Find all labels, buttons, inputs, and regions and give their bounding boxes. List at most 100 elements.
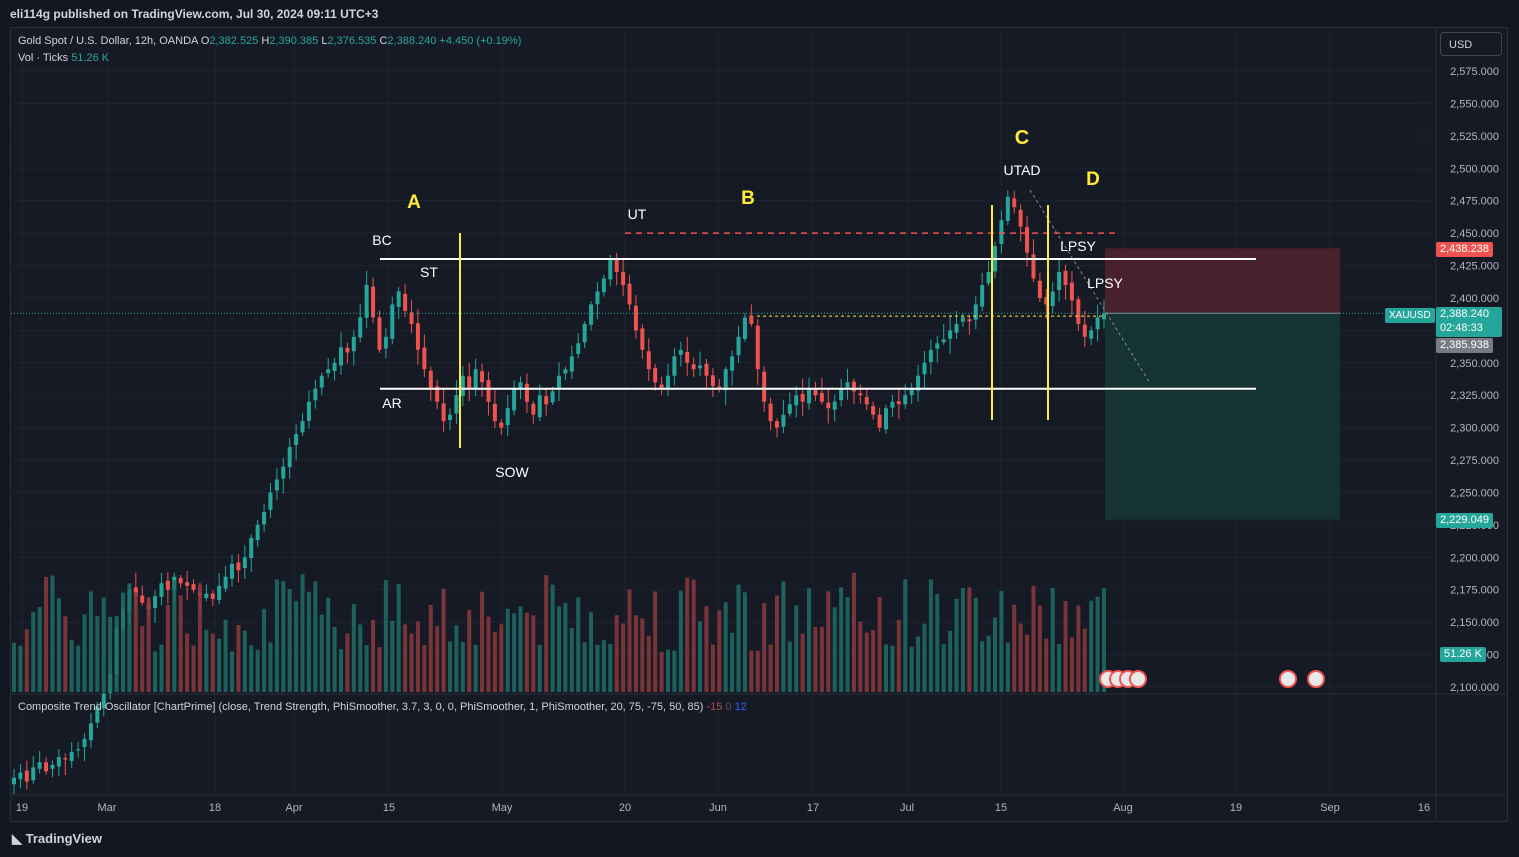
volume-bar <box>1025 634 1030 692</box>
x-tick-label: Jun <box>709 802 727 814</box>
volume-bar <box>358 624 363 692</box>
low-value: 2,376.535 <box>327 35 377 47</box>
candle-body <box>1012 198 1017 208</box>
currency-selector[interactable]: USD <box>1440 32 1502 56</box>
volume-bar <box>428 604 433 692</box>
candle-body <box>339 347 343 366</box>
candle-body <box>44 762 49 772</box>
volume-bar <box>146 597 151 692</box>
candle-body <box>377 317 382 350</box>
candle-body <box>896 401 901 405</box>
volume-bar <box>197 584 202 692</box>
volume-bar <box>608 643 613 692</box>
volume-bar <box>435 626 440 692</box>
volume-bar <box>537 644 542 692</box>
volume-bar <box>1031 585 1036 692</box>
y-tick-label: 2,100.000 <box>1450 682 1499 694</box>
candle-body <box>262 511 267 525</box>
volume-bar <box>563 602 568 692</box>
annotation-label: C <box>1015 127 1029 149</box>
candle-body <box>819 393 824 402</box>
oscillator-legend[interactable]: Composite Trend Oscillator [ChartPrime] … <box>18 701 747 713</box>
candle-body <box>165 580 170 590</box>
low-label: L <box>321 35 328 47</box>
candle-body <box>916 375 921 391</box>
candle-body <box>37 762 42 769</box>
candle-body <box>1057 272 1062 291</box>
volume-bar <box>63 616 68 692</box>
candle-body <box>531 403 536 415</box>
candle-body <box>973 304 978 320</box>
candle-body <box>268 492 273 510</box>
candle-body <box>1037 280 1042 298</box>
candle-body <box>133 587 138 597</box>
candle-body <box>909 388 914 396</box>
volume-bar <box>922 623 927 692</box>
volume-bar <box>24 629 29 692</box>
candle-body <box>832 401 837 410</box>
close-label: C <box>379 35 388 47</box>
x-tick-label: 19 <box>16 802 28 814</box>
candle-body <box>755 325 760 370</box>
volume-bar <box>1082 628 1087 692</box>
volume-bar <box>685 577 690 692</box>
candle-body <box>800 393 805 402</box>
volume-bar <box>95 615 100 692</box>
candle-body <box>242 557 247 569</box>
us-flag-icon <box>1279 670 1297 688</box>
y-tick-label: 2,425.000 <box>1450 261 1499 273</box>
candle-body <box>1076 299 1081 324</box>
volume-bar <box>422 645 427 692</box>
volume-bar <box>383 579 388 692</box>
x-tick-label: 19 <box>1230 802 1242 814</box>
volume-bar <box>127 583 132 692</box>
candle-body <box>762 371 767 402</box>
volume-legend[interactable]: Vol · Ticks 51.26 K <box>18 52 109 64</box>
candle-body <box>967 319 972 322</box>
volume-bar <box>832 607 837 692</box>
volume-bar <box>223 619 228 692</box>
candle-body <box>364 284 369 318</box>
candle-body <box>460 375 465 397</box>
volume-bar <box>755 650 760 692</box>
volume-bar <box>300 574 305 692</box>
candle-body <box>403 293 408 311</box>
volume-bar <box>775 595 779 692</box>
volume-bar <box>390 620 395 692</box>
candle-body <box>88 723 93 741</box>
candle-body <box>807 388 812 404</box>
volume-bar <box>31 612 36 692</box>
volume-bar <box>480 591 485 692</box>
symbol-legend[interactable]: Gold Spot / U.S. Dollar, 12h, OANDA O2,3… <box>18 35 521 47</box>
volume-bar <box>415 621 420 692</box>
take-profit-zone <box>1105 313 1340 520</box>
candle-body <box>563 369 568 374</box>
volume-bar <box>717 610 722 692</box>
volume-bar <box>1095 596 1100 692</box>
volume-bar <box>1076 605 1081 692</box>
candle-body <box>499 422 504 428</box>
candle-body <box>537 395 542 418</box>
candle-body <box>730 356 735 371</box>
tradingview-logo[interactable]: ◣ TradingView <box>12 831 102 847</box>
y-tick-label: 2,200.000 <box>1450 552 1499 564</box>
candle-body <box>249 537 254 559</box>
volume-bar <box>172 580 177 692</box>
volume-bar <box>351 604 356 692</box>
y-tick-label: 2,275.000 <box>1450 455 1499 467</box>
candle-body <box>903 395 908 405</box>
volume-bar <box>262 608 267 692</box>
volume-bar <box>1037 605 1042 692</box>
candle-body <box>319 375 324 388</box>
volume-bar <box>467 609 472 692</box>
volume-bar <box>50 575 55 692</box>
candle-body <box>890 401 895 408</box>
candle-body <box>589 304 594 325</box>
volume-bar <box>839 587 844 692</box>
volume-bar <box>858 621 863 692</box>
candle-body <box>351 336 356 352</box>
candle-body <box>948 330 953 339</box>
y-tick-label: 2,575.000 <box>1450 66 1499 78</box>
volume-bar <box>1012 604 1017 692</box>
